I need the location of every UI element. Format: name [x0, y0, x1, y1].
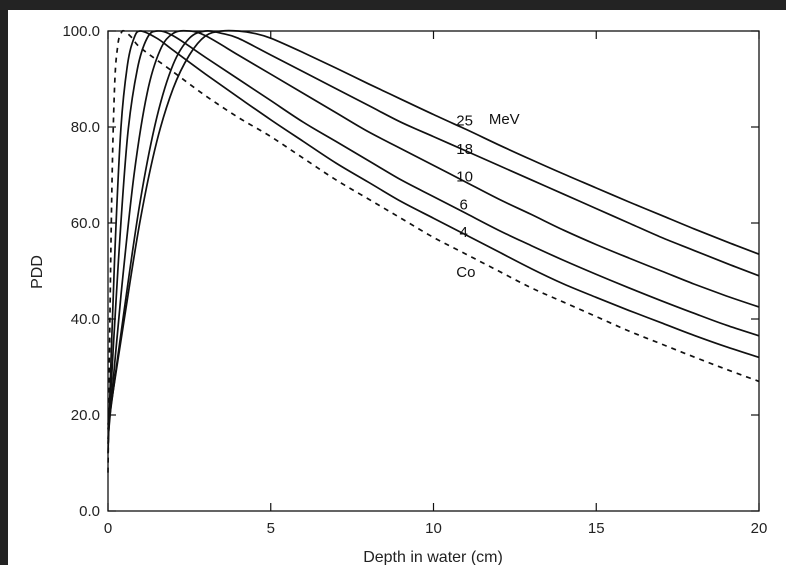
- series-line-25: [107, 29, 760, 425]
- curve-label: 18: [456, 141, 473, 158]
- curve-label: Co: [456, 264, 475, 281]
- curve-label: 4: [460, 224, 468, 241]
- x-tick-label: 10: [425, 520, 442, 537]
- x-tick-label: 15: [588, 520, 605, 537]
- x-tick-label: 0: [104, 520, 112, 537]
- curve-labels: 25 MeV 18 10 6 4 Co: [456, 111, 519, 281]
- curve-label: MeV: [489, 111, 520, 128]
- y-tick-label: 0.0: [79, 503, 100, 520]
- curve-label: 6: [460, 197, 468, 214]
- curve-label: 25: [456, 113, 473, 130]
- series-line-co: [107, 29, 760, 473]
- pdd-line-chart: 0 5 10 15 20 0.0 20.0 40.0 60.0 80.0 100.0 25 MeV 18…: [29, 23, 767, 565]
- data-series: [107, 29, 760, 473]
- y-axis-title: PDD: [29, 255, 46, 289]
- series-line-18: [107, 29, 760, 430]
- x-tick-label: 20: [751, 520, 768, 537]
- x-tick-label: 5: [267, 520, 275, 537]
- y-tick-label: 60.0: [71, 215, 100, 232]
- curve-label: 10: [456, 169, 473, 186]
- x-axis-title: Depth in water (cm): [363, 549, 503, 565]
- series-line-4: [107, 30, 760, 454]
- chart-figure: 0 5 10 15 20 0.0 20.0 40.0 60.0 80.0 100.0 25 MeV 18…: [8, 10, 786, 565]
- axis-ticks: 0 5 10 15 20 0.0 20.0 40.0 60.0 80.0 100.0: [62, 23, 767, 537]
- series-line-6: [107, 30, 760, 444]
- y-tick-label: 40.0: [71, 311, 100, 328]
- y-tick-label: 20.0: [71, 407, 100, 424]
- y-tick-label: 100.0: [62, 23, 100, 40]
- y-tick-label: 80.0: [71, 119, 100, 136]
- series-line-10: [107, 29, 760, 440]
